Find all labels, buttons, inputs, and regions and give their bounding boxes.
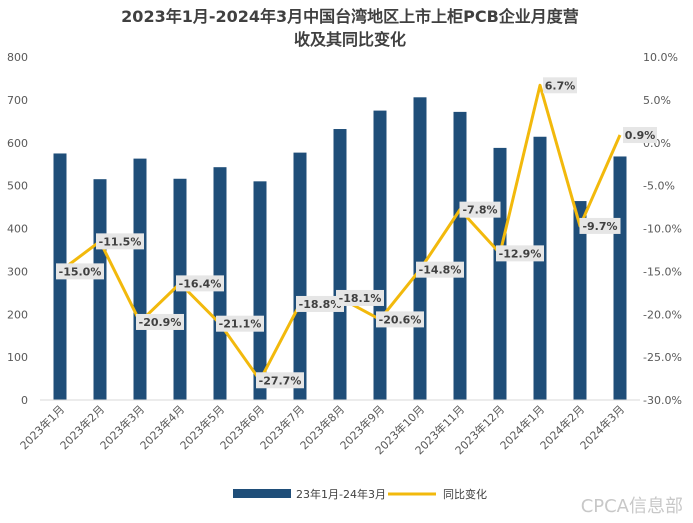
left-tick-label: 500	[7, 180, 28, 193]
yoy-label: -14.8%	[419, 264, 462, 277]
yoy-label-bg	[216, 315, 264, 332]
yoy-label: 0.9%	[625, 129, 656, 142]
left-tick-label: 300	[7, 265, 28, 278]
watermark: CPCA信息部	[581, 496, 683, 517]
yoy-label-bg	[336, 289, 384, 306]
yoy-label-bg	[543, 77, 577, 94]
yoy-label: -27.7%	[259, 374, 302, 387]
yoy-label-bg	[416, 261, 464, 278]
chart-title-line-2: 收及其同比变化	[294, 30, 406, 49]
yoy-label: -18.1%	[339, 292, 382, 305]
legend-bar-swatch	[233, 489, 291, 498]
right-tick-label: -5.0%	[643, 180, 675, 193]
revenue-bar	[373, 110, 387, 400]
revenue-bar	[533, 136, 547, 400]
revenue-bar	[93, 179, 107, 400]
yoy-label-bg	[56, 263, 104, 280]
revenue-bar	[413, 97, 427, 401]
revenue-bar	[493, 147, 507, 400]
revenue-bar	[253, 181, 267, 400]
revenue-bar	[133, 158, 147, 400]
revenue-bar	[573, 201, 587, 400]
yoy-label: -9.7%	[582, 220, 617, 233]
right-tick-label: -25.0%	[643, 351, 682, 364]
yoy-label-bg	[459, 201, 501, 218]
revenue-bar	[453, 111, 467, 400]
yoy-label: -7.8%	[462, 204, 497, 217]
left-tick-label: 100	[7, 351, 28, 364]
yoy-label: -20.9%	[139, 316, 182, 329]
left-tick-label: 800	[7, 51, 28, 64]
right-tick-label: 10.0%	[643, 51, 678, 64]
legend-bar-label: 23年1月-24年3月	[296, 487, 386, 501]
yoy-label: -20.6%	[379, 313, 422, 326]
yoy-data-labels: -15.0% -11.5% -20.9% -16.4% -21.1% -27.7% -18.…	[56, 77, 657, 389]
legend: 23年1月-24年3月 同比变化	[233, 487, 487, 501]
yoy-label: -12.9%	[499, 247, 542, 260]
x-axis-ticks: 2023年1月2023年2月2023年3月2023年4月2023年5月2023年…	[17, 402, 627, 457]
right-tick-label: -15.0%	[643, 265, 682, 278]
yoy-label-bg	[296, 295, 344, 312]
left-tick-label: 700	[7, 94, 28, 107]
revenue-bar	[293, 152, 307, 400]
revenue-bar	[333, 129, 347, 400]
yoy-label-bg	[376, 311, 424, 328]
right-tick-label: -10.0%	[643, 223, 682, 236]
yoy-label-bg	[176, 275, 224, 292]
left-axis-ticks: 0 100 200 300 400 500 600 700 800	[7, 51, 28, 407]
yoy-label-bg	[96, 233, 144, 250]
right-tick-label: -30.0%	[643, 394, 682, 407]
yoy-label-bg	[136, 313, 184, 330]
left-tick-label: 200	[7, 308, 28, 321]
yoy-label-bg	[256, 372, 304, 389]
yoy-label: -18.8%	[299, 298, 342, 311]
yoy-label: -15.0%	[59, 265, 102, 278]
revenue-bar	[613, 156, 627, 400]
right-tick-label: -20.0%	[643, 308, 682, 321]
left-tick-label: 0	[21, 394, 28, 407]
yoy-label-bg	[496, 245, 544, 262]
yoy-label: -11.5%	[99, 235, 142, 248]
left-tick-label: 400	[7, 223, 28, 236]
yoy-label: -21.1%	[219, 318, 262, 331]
yoy-label: 6.7%	[545, 79, 576, 92]
legend-line-label: 同比变化	[443, 487, 487, 501]
yoy-label: -16.4%	[179, 277, 222, 290]
yoy-label-bg	[623, 127, 657, 144]
right-tick-label: 5.0%	[643, 94, 671, 107]
chart-title-line-1: 2023年1月-2024年3月中国台湾地区上市上柜PCB企业月度营	[121, 7, 579, 26]
left-tick-label: 600	[7, 137, 28, 150]
right-axis-ticks: -30.0%-25.0%-20.0%-15.0%-10.0%-5.0%0.0%5…	[643, 51, 682, 407]
revenue-bars	[53, 97, 627, 401]
yoy-label-bg	[579, 217, 621, 234]
